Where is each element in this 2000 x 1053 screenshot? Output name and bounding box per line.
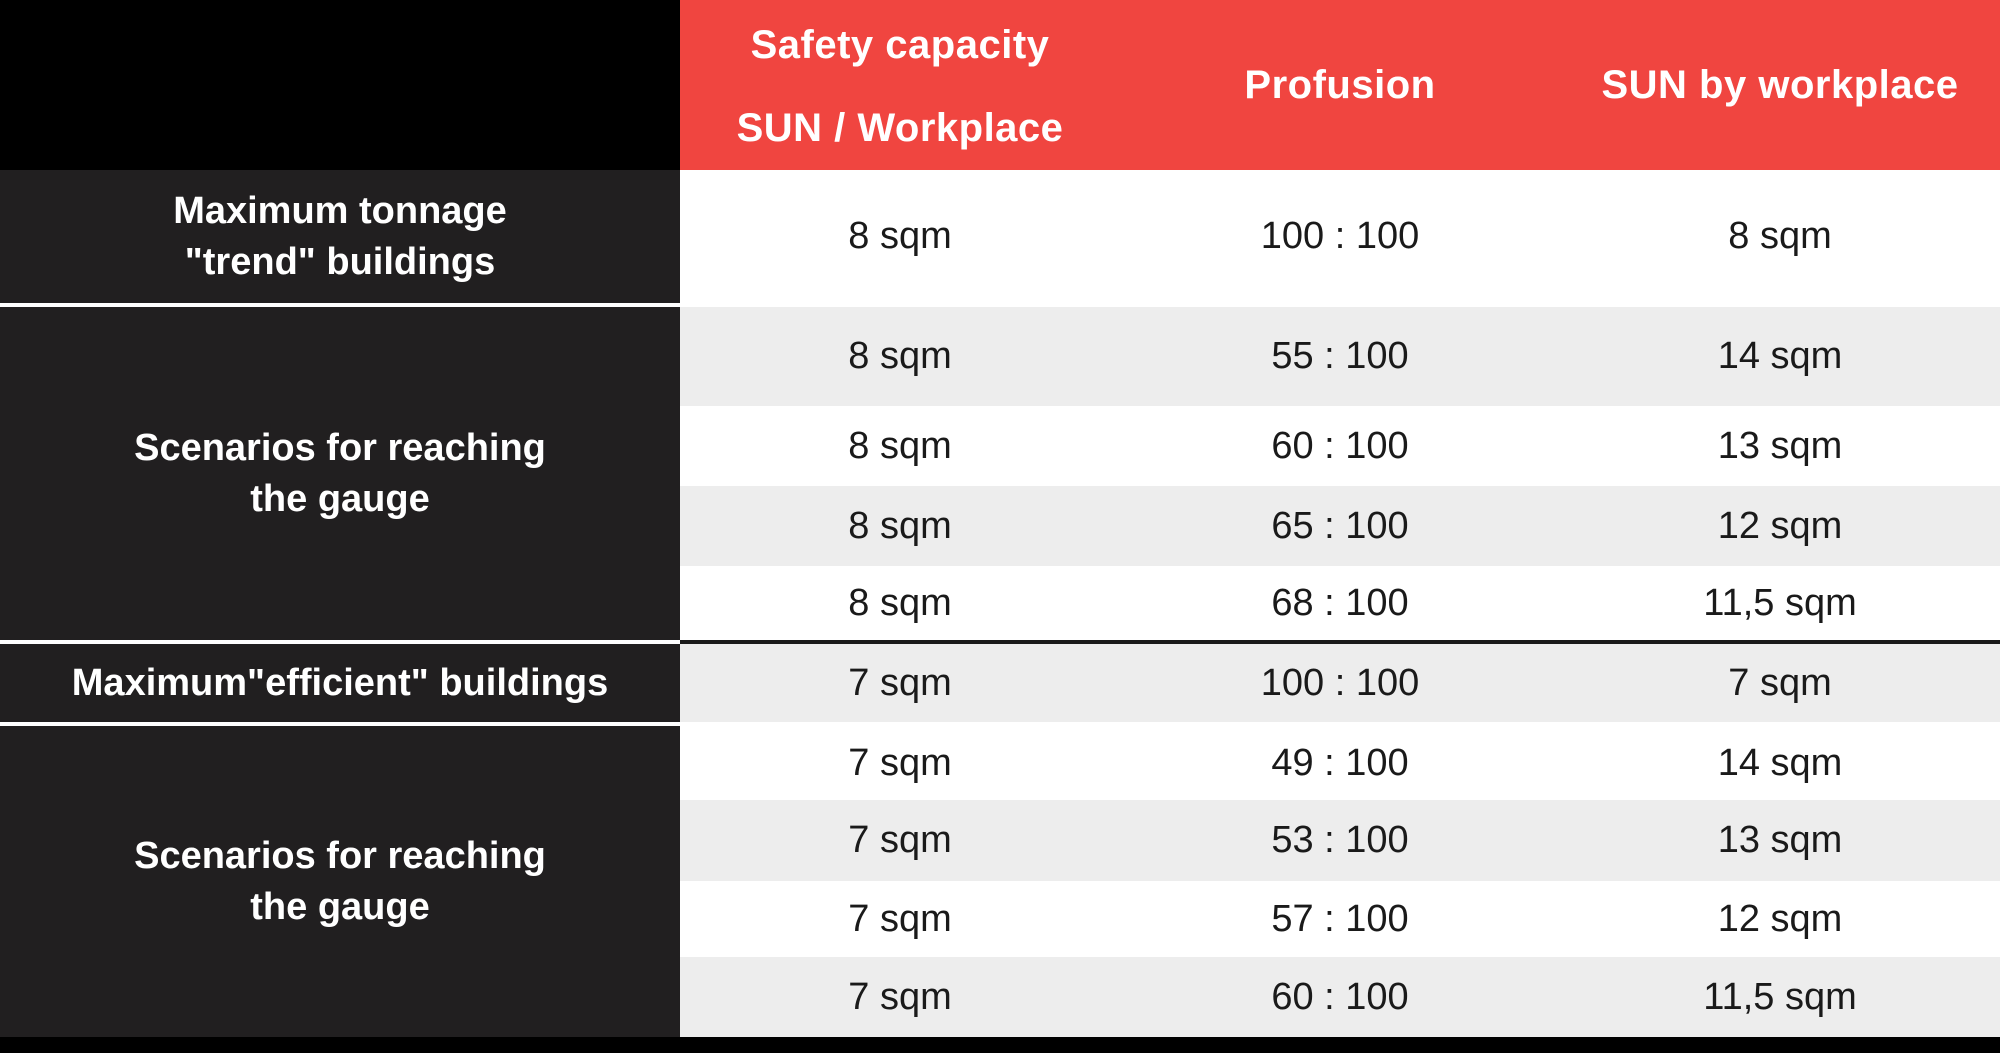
table-cell: 12 sqm — [1560, 881, 2000, 957]
table-cell: 55 : 100 — [1120, 307, 1560, 406]
table-cell: 11,5 sqm — [1560, 957, 2000, 1037]
table-cell: 68 : 100 — [1120, 566, 1560, 640]
table-cell: 8 sqm — [680, 307, 1120, 406]
table-cell: 14 sqm — [1560, 726, 2000, 800]
section-divider-left — [0, 722, 680, 726]
table-cell: 7 sqm — [680, 644, 1120, 722]
section-divider-data — [680, 303, 2000, 307]
row-group-label-line1: Maximum"efficient" buildings — [71, 661, 609, 704]
table-cell: 53 : 100 — [1120, 800, 1560, 881]
table-cell: 65 : 100 — [1120, 486, 1560, 566]
row-group-label-line2: "trend" buildings — [184, 240, 496, 283]
header-safety-line2: SUN / Workplace — [736, 106, 1064, 150]
row-group-label-line2: the gauge — [250, 477, 430, 520]
row-group-label-line2: the gauge — [250, 885, 430, 928]
table-cell: 7 sqm — [1560, 644, 2000, 722]
table-cell: 12 sqm — [1560, 486, 2000, 566]
row-group-label-trend: Maximum tonnage "trend" buildings — [0, 170, 680, 303]
table-cell: 100 : 100 — [1120, 644, 1560, 722]
corner-cell — [0, 0, 680, 170]
table-cell: 13 sqm — [1560, 406, 2000, 486]
table-cell: 8 sqm — [680, 406, 1120, 486]
row-group-label-scenarios-2: Scenarios for reaching the gauge — [0, 726, 680, 1037]
table-cell: 8 sqm — [680, 566, 1120, 640]
row-group-label-line1: Scenarios for reaching — [134, 835, 546, 878]
table-cell: 100 : 100 — [1120, 170, 1560, 303]
table-cell: 7 sqm — [680, 957, 1120, 1037]
header-safety-capacity: Safety capacity SUN / Workplace — [680, 0, 1120, 170]
table-cell: 14 sqm — [1560, 307, 2000, 406]
table-cell: 13 sqm — [1560, 800, 2000, 881]
table-cell: 7 sqm — [680, 800, 1120, 881]
table-cell: 11,5 sqm — [1560, 566, 2000, 640]
header-safety-line1: Safety capacity — [750, 23, 1050, 67]
table-cell: 7 sqm — [680, 881, 1120, 957]
header-sun-by-workplace: SUN by workplace — [1560, 0, 2000, 170]
section-divider-data — [680, 722, 2000, 726]
table-cell: 49 : 100 — [1120, 726, 1560, 800]
section-divider-data — [680, 640, 2000, 644]
table-cell: 57 : 100 — [1120, 881, 1560, 957]
table-cell: 8 sqm — [1560, 170, 2000, 303]
section-divider-left — [0, 640, 680, 644]
section-divider-left — [0, 303, 680, 307]
row-group-label-scenarios-1: Scenarios for reaching the gauge — [0, 307, 680, 640]
table-cell: 8 sqm — [680, 486, 1120, 566]
row-group-label-line1: Maximum tonnage — [173, 190, 507, 233]
table-cell: 60 : 100 — [1120, 406, 1560, 486]
header-profusion: Profusion — [1120, 0, 1560, 170]
bottom-edge — [0, 1037, 2000, 1053]
table-cell: 8 sqm — [680, 170, 1120, 303]
table-cell: 60 : 100 — [1120, 957, 1560, 1037]
row-group-label-efficient: Maximum"efficient" buildings — [0, 644, 680, 722]
table-cell: 7 sqm — [680, 726, 1120, 800]
row-group-label-line1: Scenarios for reaching — [134, 427, 546, 470]
